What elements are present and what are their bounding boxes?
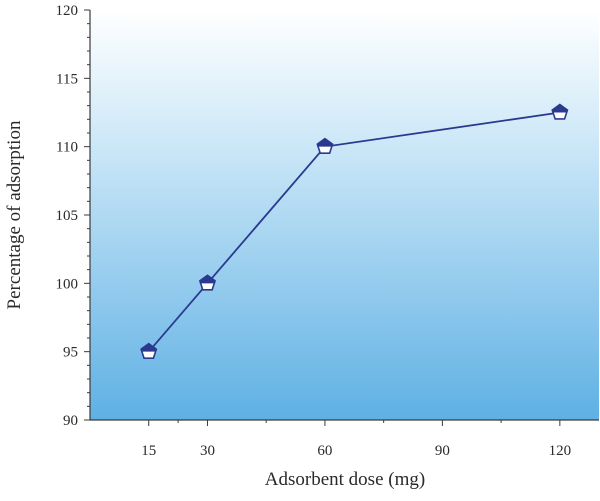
x-tick-label: 90 xyxy=(435,443,450,459)
series-line xyxy=(148,111,560,353)
data-point-marker-fill xyxy=(552,104,568,113)
y-tick-label: 120 xyxy=(56,3,79,19)
x-tick-label: 120 xyxy=(549,443,572,459)
data-point-marker-fill xyxy=(317,138,333,147)
y-tick-label: 110 xyxy=(56,140,78,156)
x-tick-label: 60 xyxy=(317,443,332,459)
y-tick-label: 115 xyxy=(56,71,78,87)
y-tick-label: 100 xyxy=(56,276,79,292)
y-tick-label: 105 xyxy=(56,208,79,224)
data-point-marker-fill xyxy=(199,275,216,284)
y-axis-title: Percentage of adsorption xyxy=(4,120,25,309)
y-tick-label: 95 xyxy=(63,345,78,361)
plot-area-background xyxy=(90,10,599,420)
x-axis-title: Adsorbent dose (mg) xyxy=(265,469,425,490)
data-point-marker-fill xyxy=(141,343,157,352)
y-tick-label: 90 xyxy=(63,413,78,429)
x-tick-label: 30 xyxy=(200,443,215,459)
x-tick-label: 15 xyxy=(141,443,156,459)
